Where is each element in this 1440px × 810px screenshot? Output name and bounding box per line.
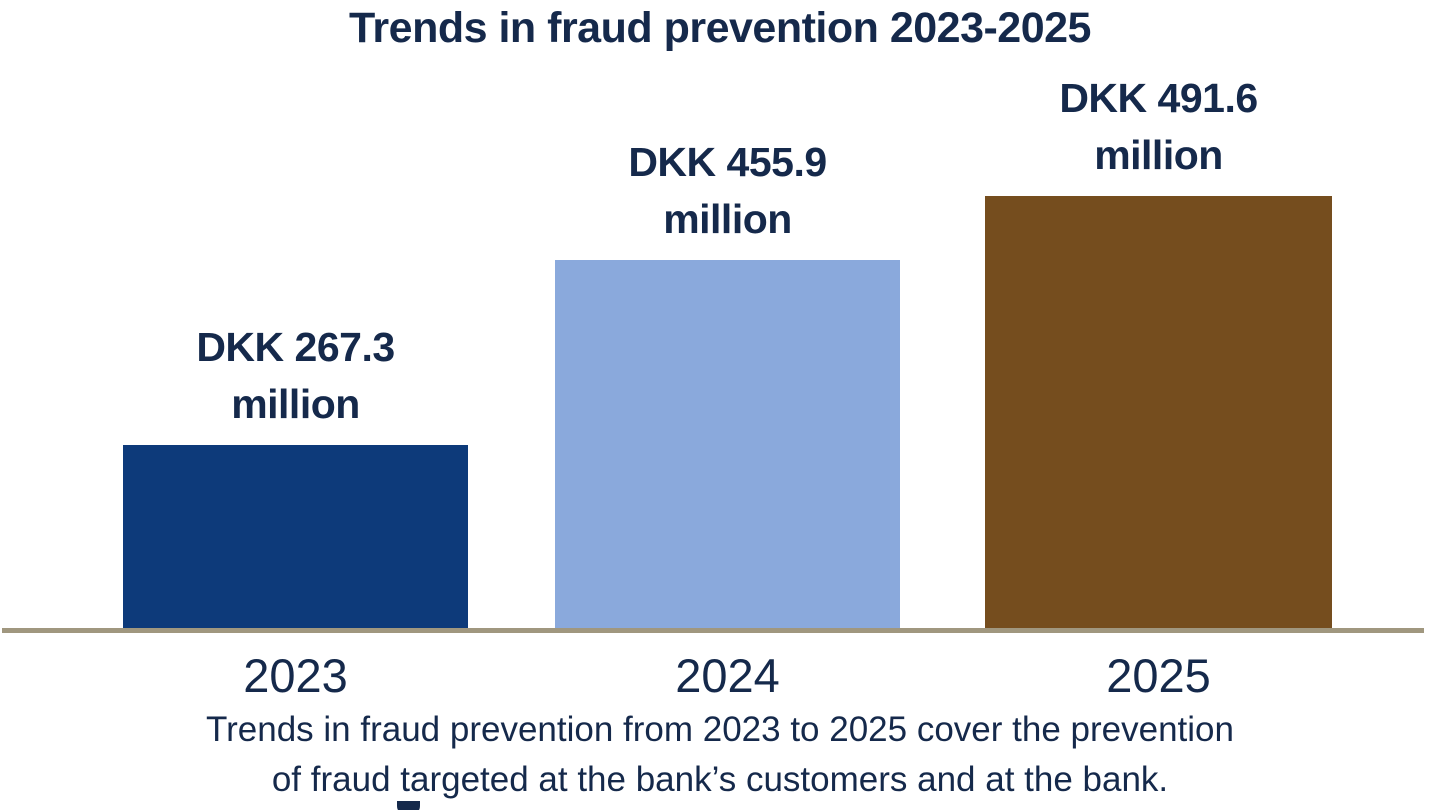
x-axis-line xyxy=(2,628,1424,633)
data-label-2024: DKK 455.9 million xyxy=(555,134,900,248)
bar-group-2025: DKK 491.6 million 2025 xyxy=(985,0,1332,810)
axis-label-2025: 2025 xyxy=(1106,649,1211,702)
axis-label-2023: 2023 xyxy=(243,649,348,702)
data-label-2024-value: DKK 455.9 xyxy=(628,139,827,185)
data-label-2023: DKK 267.3 million xyxy=(123,319,468,433)
caption-line-1: Trends in fraud prevention from 2023 to … xyxy=(206,710,1234,749)
bar-2023 xyxy=(123,445,468,628)
chart-title: Trends in fraud prevention 2023-2025 xyxy=(349,4,1091,52)
axis-label-2024: 2024 xyxy=(675,649,780,702)
data-label-2024-unit: million xyxy=(663,196,792,242)
data-label-2025-value: DKK 491.6 xyxy=(1059,75,1258,121)
chart-caption: Trends in fraud prevention from 2023 to … xyxy=(0,705,1440,805)
data-label-2025-unit: million xyxy=(1094,132,1223,178)
data-label-2023-value: DKK 267.3 xyxy=(196,324,395,370)
cropped-text-fragment xyxy=(397,801,420,810)
bar-group-2023: DKK 267.3 million 2023 xyxy=(123,0,468,810)
data-label-2023-unit: million xyxy=(231,381,360,427)
bar-group-2024: DKK 455.9 million 2024 xyxy=(555,0,900,810)
bar-2025 xyxy=(985,196,1332,628)
bar-2024 xyxy=(555,260,900,628)
data-label-2025: DKK 491.6 million xyxy=(985,70,1332,184)
caption-line-2: of fraud targeted at the bank’s customer… xyxy=(271,760,1169,799)
